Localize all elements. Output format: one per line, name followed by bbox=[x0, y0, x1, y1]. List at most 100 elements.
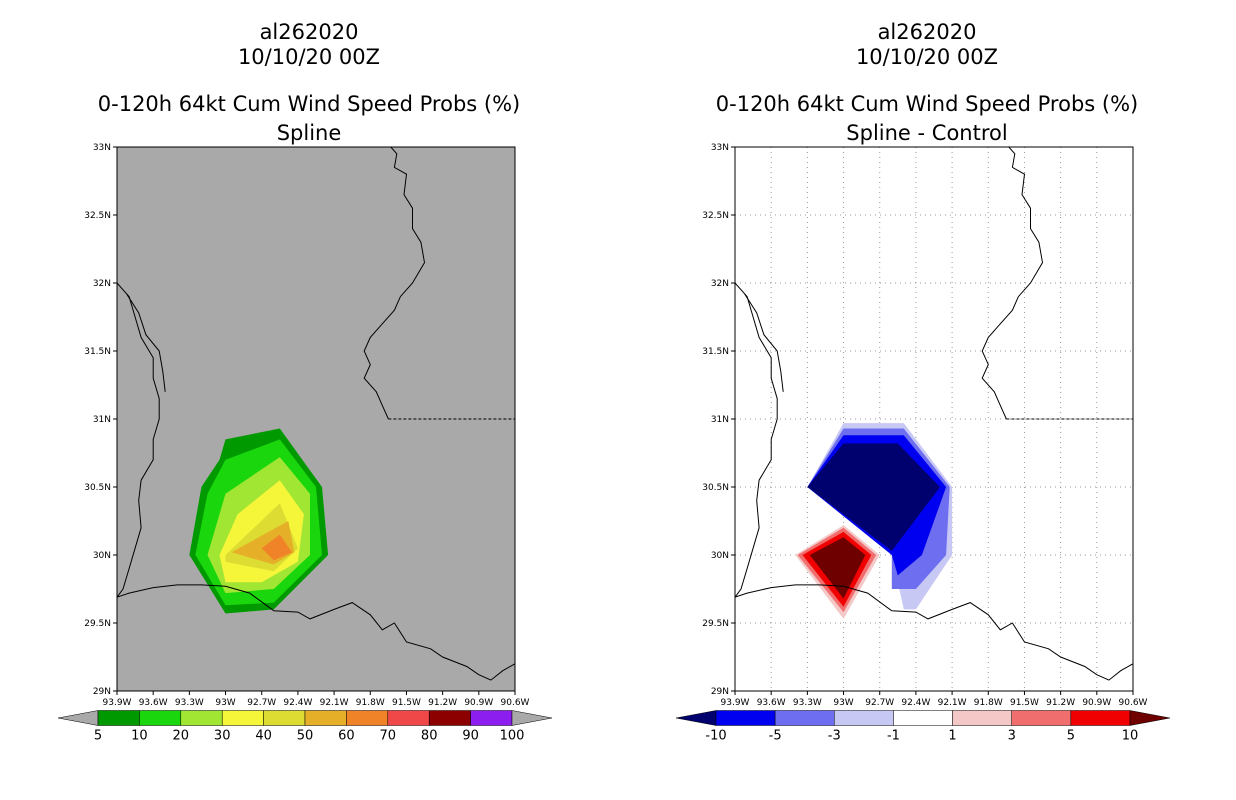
right-colorbar-label-1: -5 bbox=[769, 729, 782, 744]
left-colorbar-label-4: 40 bbox=[255, 729, 272, 744]
left-colorbar-label-8: 80 bbox=[421, 729, 438, 744]
left-colorbar-swatch-0 bbox=[97, 710, 140, 726]
left-colorbar-swatch-1 bbox=[139, 710, 182, 726]
left-lat-tick-1: 29.5N bbox=[84, 619, 111, 629]
left-lat-tick-8: 33N bbox=[93, 143, 111, 153]
left-lon-tick-8: 91.5W bbox=[392, 698, 421, 708]
left-lon-tick-0: 93.9W bbox=[103, 698, 132, 708]
left-colorbar-label-6: 60 bbox=[338, 729, 355, 744]
right-lat-tick-8: 33N bbox=[711, 143, 729, 153]
left-colorbar-label-10: 100 bbox=[500, 729, 525, 744]
left-colorbar-label-7: 70 bbox=[380, 729, 397, 744]
left-lon-tick-7: 91.8W bbox=[356, 698, 385, 708]
left-colorbar-label-9: 90 bbox=[462, 729, 479, 744]
right-colorbar-arrow-low bbox=[675, 710, 717, 726]
left-colorbar: 5 10 20 30 40 50 60 70 80 90 100 bbox=[57, 710, 553, 744]
right-colorbar-label-5: 3 bbox=[1008, 729, 1016, 744]
left-title-sub: Spline bbox=[276, 121, 342, 145]
left-sabine-river-branch bbox=[126, 293, 166, 392]
right-colorbar-swatch-3 bbox=[834, 710, 894, 726]
left-title-main: 0-120h 64kt Cum Wind Speed Probs (%) bbox=[97, 92, 521, 116]
left-lat-tick-5: 31.5N bbox=[84, 347, 111, 357]
right-contour-10 bbox=[809, 537, 866, 599]
right-lon-tick-11: 90.6W bbox=[1119, 698, 1148, 708]
left-colorbar-swatch-9 bbox=[470, 710, 513, 726]
left-lat-tick-0: 29N bbox=[93, 687, 111, 697]
left-colorbar-label-5: 50 bbox=[297, 729, 314, 744]
right-title-sub: Spline - Control bbox=[846, 121, 1008, 145]
left-lat-tick-7: 32.5N bbox=[84, 211, 111, 221]
right-lat-tick-3: 30.5N bbox=[702, 483, 729, 493]
left-colorbar-swatch-7 bbox=[387, 710, 430, 726]
left-colorbar-label-1: 10 bbox=[131, 729, 148, 744]
left-colorbar-swatch-3 bbox=[221, 710, 264, 726]
right-colorbar-label-7: 10 bbox=[1122, 729, 1139, 744]
right-lon-tick-9: 91.2W bbox=[1046, 698, 1075, 708]
left-colorbar-label-2: 20 bbox=[173, 729, 190, 744]
left-colorbar-swatch-6 bbox=[346, 710, 389, 726]
right-colorbar-arrow-high bbox=[1129, 710, 1171, 726]
right-colorbar-label-6: 5 bbox=[1067, 729, 1075, 744]
left-lat-tick-6: 32N bbox=[93, 279, 111, 289]
right-colorbar-swatch-6 bbox=[1011, 710, 1072, 726]
left-colorbar-swatch-8 bbox=[428, 710, 471, 726]
right-title-main: 0-120h 64kt Cum Wind Speed Probs (%) bbox=[715, 92, 1139, 116]
left-lon-tick-1: 93.6W bbox=[139, 698, 168, 708]
left-colorbar-swatch-2 bbox=[180, 710, 223, 726]
left-colorbar-arrow-low bbox=[57, 710, 99, 726]
right-lon-tick-5: 92.4W bbox=[901, 698, 930, 708]
right-colorbar-label-2: -3 bbox=[828, 729, 841, 744]
left-colorbar-swatch-4 bbox=[263, 710, 306, 726]
left-lat-tick-4: 31N bbox=[93, 415, 111, 425]
left-plot-area bbox=[117, 147, 515, 681]
left-colorbar-label-3: 30 bbox=[214, 729, 231, 744]
left-coastline bbox=[117, 584, 515, 681]
right-lon-tick-8: 91.5W bbox=[1010, 698, 1039, 708]
right-lat-tick-5: 31.5N bbox=[702, 347, 729, 357]
left-lat-tick-2: 30N bbox=[93, 551, 111, 561]
right-colorbar-swatch-5 bbox=[952, 710, 1012, 726]
right-colorbar-label-0: -10 bbox=[705, 729, 726, 744]
left-contour-60 bbox=[261, 534, 292, 561]
left-sabine-river bbox=[117, 282, 160, 598]
left-lon-tick-5: 92.4W bbox=[283, 698, 312, 708]
right-sabine-river-branch bbox=[744, 293, 784, 392]
right-colorbar-swatch-4 bbox=[893, 710, 953, 726]
right-title-storm: al262020 bbox=[877, 20, 977, 44]
right-mississippi-river bbox=[981, 147, 1044, 420]
right-lat-tick-2: 30N bbox=[711, 551, 729, 561]
right-lon-tick-2: 93.3W bbox=[793, 698, 822, 708]
left-title-storm: al262020 bbox=[259, 20, 359, 44]
left-colorbar-label-0: 5 bbox=[94, 729, 102, 744]
left-lon-tick-3: 93W bbox=[215, 698, 235, 708]
left-title-date: 10/10/20 00Z bbox=[237, 45, 381, 69]
right-lon-tick-10: 90.9W bbox=[1082, 698, 1111, 708]
right-sabine-river bbox=[735, 282, 778, 598]
left-lat-tick-3: 30.5N bbox=[84, 483, 111, 493]
left-lon-tick-2: 93.3W bbox=[175, 698, 204, 708]
right-title-date: 10/10/20 00Z bbox=[855, 45, 999, 69]
right-lat-tick-0: 29N bbox=[711, 687, 729, 697]
right-lat-tick-7: 32.5N bbox=[702, 211, 729, 221]
left-colorbar-swatch-5 bbox=[304, 710, 347, 726]
right-colorbar: -10 -5 -3 -1 1 3 5 10 bbox=[675, 710, 1171, 744]
right-lon-tick-0: 93.9W bbox=[721, 698, 750, 708]
left-lon-tick-11: 90.6W bbox=[501, 698, 530, 708]
right-lon-tick-1: 93.6W bbox=[757, 698, 786, 708]
right-lon-tick-3: 93W bbox=[833, 698, 853, 708]
right-colorbar-label-3: -1 bbox=[887, 729, 900, 744]
right-lat-tick-6: 32N bbox=[711, 279, 729, 289]
left-lon-tick-9: 91.2W bbox=[428, 698, 457, 708]
right-colorbar-swatch-1 bbox=[715, 710, 776, 726]
left-colorbar-arrow-high bbox=[511, 710, 553, 726]
left-lon-tick-10: 90.9W bbox=[464, 698, 493, 708]
right-plot-area bbox=[735, 147, 1133, 691]
right-lat-tick-4: 31N bbox=[711, 415, 729, 425]
right-coastline bbox=[735, 584, 1133, 681]
right-lat-tick-1: 29.5N bbox=[702, 619, 729, 629]
right-contour-minus10 bbox=[807, 443, 940, 551]
right-lon-tick-6: 92.1W bbox=[938, 698, 967, 708]
right-colorbar-swatch-7 bbox=[1070, 710, 1131, 726]
right-colorbar-label-4: 1 bbox=[948, 729, 956, 744]
